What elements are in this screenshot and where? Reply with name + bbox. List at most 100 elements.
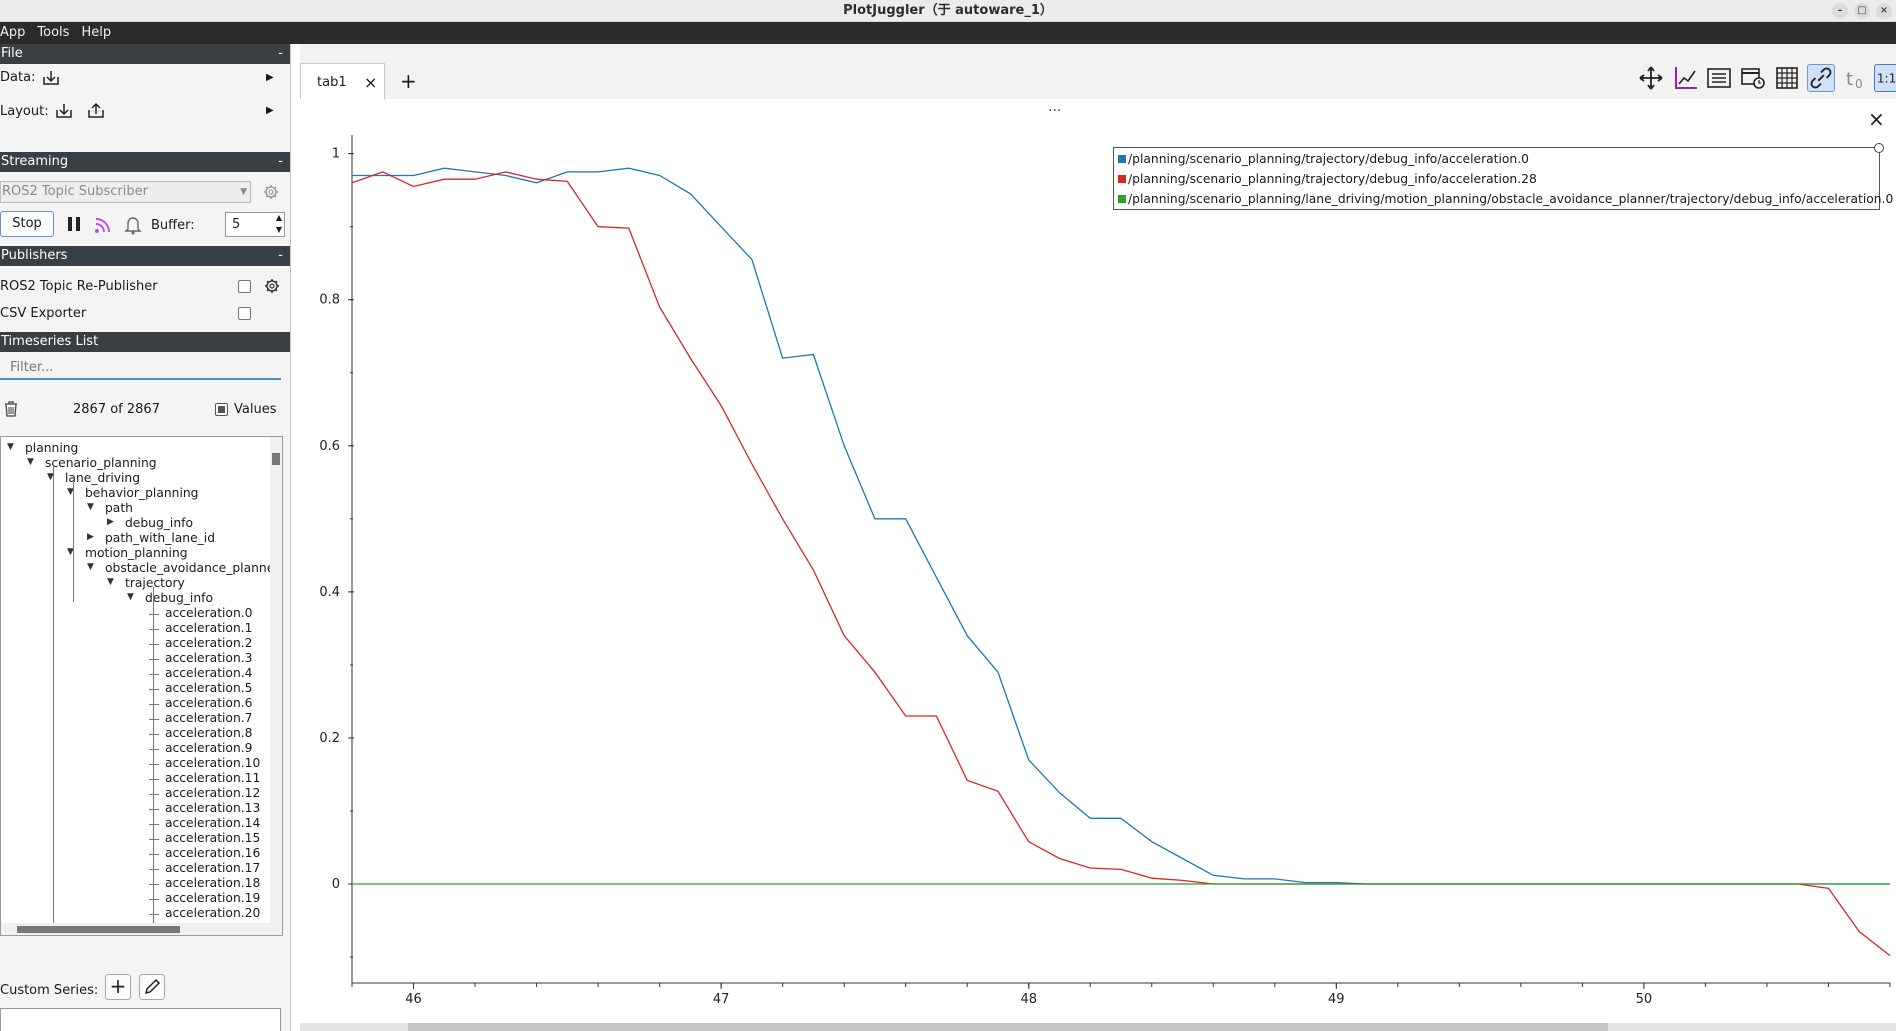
timeseries-tree[interactable]: ▼ planning ▼ scenario_planning ▼ lane_driving…: [0, 436, 283, 936]
tree-item[interactable]: acceleration.15: [165, 831, 261, 845]
tree-item[interactable]: acceleration.14: [165, 816, 261, 830]
legend-resize-handle[interactable]: [1874, 143, 1884, 153]
menu-help[interactable]: Help: [81, 25, 112, 40]
tree-scroll-thumb[interactable]: [272, 453, 280, 465]
tree-item[interactable]: acceleration.3: [165, 651, 253, 665]
data-expand-arrow-icon[interactable]: ▶: [266, 72, 274, 83]
tree-item[interactable]: acceleration.10: [165, 756, 261, 770]
list-icon[interactable]: [1705, 64, 1733, 92]
file-collapse[interactable]: -: [278, 46, 283, 61]
publishers-section-header[interactable]: Publishers -: [0, 246, 290, 266]
tree-item[interactable]: acceleration.16: [165, 846, 261, 860]
tree-item[interactable]: lane_driving: [65, 471, 141, 485]
close-window-button[interactable]: ×: [1876, 3, 1892, 19]
streaming-source-select[interactable]: ROS2 Topic Subscriber ▼: [0, 181, 251, 203]
tree-horizontal-scrollbar[interactable]: [1, 923, 282, 935]
expand-down-icon[interactable]: ▼: [87, 502, 94, 512]
expand-right-icon[interactable]: ▶: [107, 517, 114, 527]
tree-item[interactable]: acceleration.0: [165, 606, 253, 620]
tree-item[interactable]: acceleration.2: [165, 636, 253, 650]
plot-close-icon[interactable]: ×: [1868, 107, 1885, 131]
scrollbar-thumb[interactable]: [408, 1023, 1608, 1031]
chart-legend[interactable]: /planning/scenario_planning/trajectory/d…: [1113, 143, 1893, 210]
tree-item[interactable]: trajectory: [125, 576, 185, 590]
expand-right-icon[interactable]: ▶: [87, 532, 94, 542]
minimize-button[interactable]: –: [1832, 3, 1848, 19]
tree-vertical-scrollbar[interactable]: [270, 437, 282, 935]
expand-down-icon[interactable]: ▼: [87, 562, 94, 572]
tree-item[interactable]: acceleration.6: [165, 696, 253, 710]
timeseries-filter-input[interactable]: [0, 356, 281, 380]
tree-item[interactable]: acceleration.19: [165, 891, 261, 905]
expand-down-icon[interactable]: ▼: [127, 592, 134, 602]
tab-close-icon[interactable]: ×: [364, 73, 378, 92]
tree-item[interactable]: acceleration.8: [165, 726, 253, 740]
tree-item[interactable]: behavior_planning: [85, 486, 199, 500]
layout-expand-arrow-icon[interactable]: ▶: [266, 105, 274, 116]
custom-series-list[interactable]: [0, 1008, 281, 1031]
menu-tools[interactable]: Tools: [37, 25, 70, 40]
tree-item[interactable]: acceleration.5: [165, 681, 253, 695]
maximize-button[interactable]: □: [1854, 3, 1870, 19]
expand-down-icon[interactable]: ▼: [67, 547, 74, 557]
plot-horizontal-scrollbar[interactable]: [300, 1023, 1896, 1031]
publishers-collapse[interactable]: -: [278, 248, 283, 263]
bell-icon[interactable]: [124, 215, 142, 235]
chart-svg[interactable]: 0 0.2 0.4 0.6 0.8 1 46 47 48 49 50: [300, 99, 1896, 1031]
expand-down-icon[interactable]: ▼: [107, 577, 114, 587]
tree-item[interactable]: acceleration.4: [165, 666, 253, 680]
calendar-clock-icon[interactable]: [1739, 64, 1767, 92]
tree-item[interactable]: scenario_planning: [45, 456, 157, 470]
republisher-checkbox[interactable]: [238, 280, 251, 293]
tree-item[interactable]: planning: [25, 441, 79, 455]
edit-custom-series-button[interactable]: [139, 974, 165, 1000]
load-data-icon[interactable]: [42, 70, 60, 86]
tree-item[interactable]: path: [105, 501, 133, 515]
plot-menu-dots[interactable]: ...: [1048, 99, 1062, 115]
streaming-collapse[interactable]: -: [278, 154, 283, 169]
stop-button[interactable]: Stop: [0, 211, 54, 237]
add-tab-button[interactable]: +: [400, 69, 417, 93]
expand-down-icon[interactable]: ▼: [27, 457, 34, 467]
streaming-settings-gear-icon[interactable]: [263, 184, 279, 200]
tree-item[interactable]: acceleration.17: [165, 861, 261, 875]
menu-app[interactable]: App: [0, 25, 26, 40]
tab-tab1[interactable]: tab1 ×: [300, 63, 385, 99]
legend-item-1[interactable]: /planning/scenario_planning/trajectory/d…: [1118, 172, 1537, 186]
move-icon[interactable]: [1637, 64, 1665, 92]
tree-item[interactable]: acceleration.20: [165, 906, 261, 920]
rss-signal-icon[interactable]: [94, 216, 112, 234]
tree-item[interactable]: acceleration.13: [165, 801, 261, 815]
spin-up-icon[interactable]: ▲: [275, 213, 282, 222]
tree-item[interactable]: acceleration.9: [165, 741, 253, 755]
tree-hscroll-thumb[interactable]: [17, 926, 180, 933]
add-custom-series-button[interactable]: +: [105, 974, 131, 1000]
link-icon[interactable]: [1807, 64, 1835, 92]
tree-item[interactable]: acceleration.11: [165, 771, 261, 785]
legend-item-2[interactable]: /planning/scenario_planning/lane_driving…: [1118, 192, 1893, 206]
save-layout-icon[interactable]: [87, 103, 105, 119]
legend-item-0[interactable]: /planning/scenario_planning/trajectory/d…: [1118, 152, 1529, 166]
buffer-spinbox[interactable]: 5 ▲ ▼: [225, 212, 285, 237]
grid-icon[interactable]: [1773, 64, 1801, 92]
values-checkbox[interactable]: [215, 403, 228, 416]
tree-item[interactable]: debug_info: [125, 516, 193, 530]
csv-exporter-checkbox[interactable]: [238, 307, 251, 320]
tree-item[interactable]: acceleration.7: [165, 711, 253, 725]
plot-area[interactable]: ... × 0 0.2 0.4 0.6 0.8 1 46 47 48 49 50: [300, 99, 1896, 1031]
tree-item[interactable]: obstacle_avoidance_planne: [105, 561, 275, 575]
expand-down-icon[interactable]: ▼: [7, 442, 14, 452]
tree-item[interactable]: motion_planning: [85, 546, 188, 560]
expand-down-icon[interactable]: ▼: [67, 487, 74, 497]
spin-down-icon[interactable]: ▼: [275, 225, 282, 234]
tree-item[interactable]: acceleration.18: [165, 876, 261, 890]
republisher-gear-icon[interactable]: [264, 278, 280, 294]
pause-icon[interactable]: [68, 217, 72, 231]
streaming-section-header[interactable]: Streaming -: [0, 152, 290, 172]
tree-item[interactable]: debug_info: [145, 591, 213, 605]
tree-item[interactable]: acceleration.12: [165, 786, 261, 800]
load-layout-icon[interactable]: [55, 103, 73, 119]
file-section-header[interactable]: File -: [0, 44, 290, 64]
ratio-icon[interactable]: 1:1: [1874, 64, 1896, 92]
